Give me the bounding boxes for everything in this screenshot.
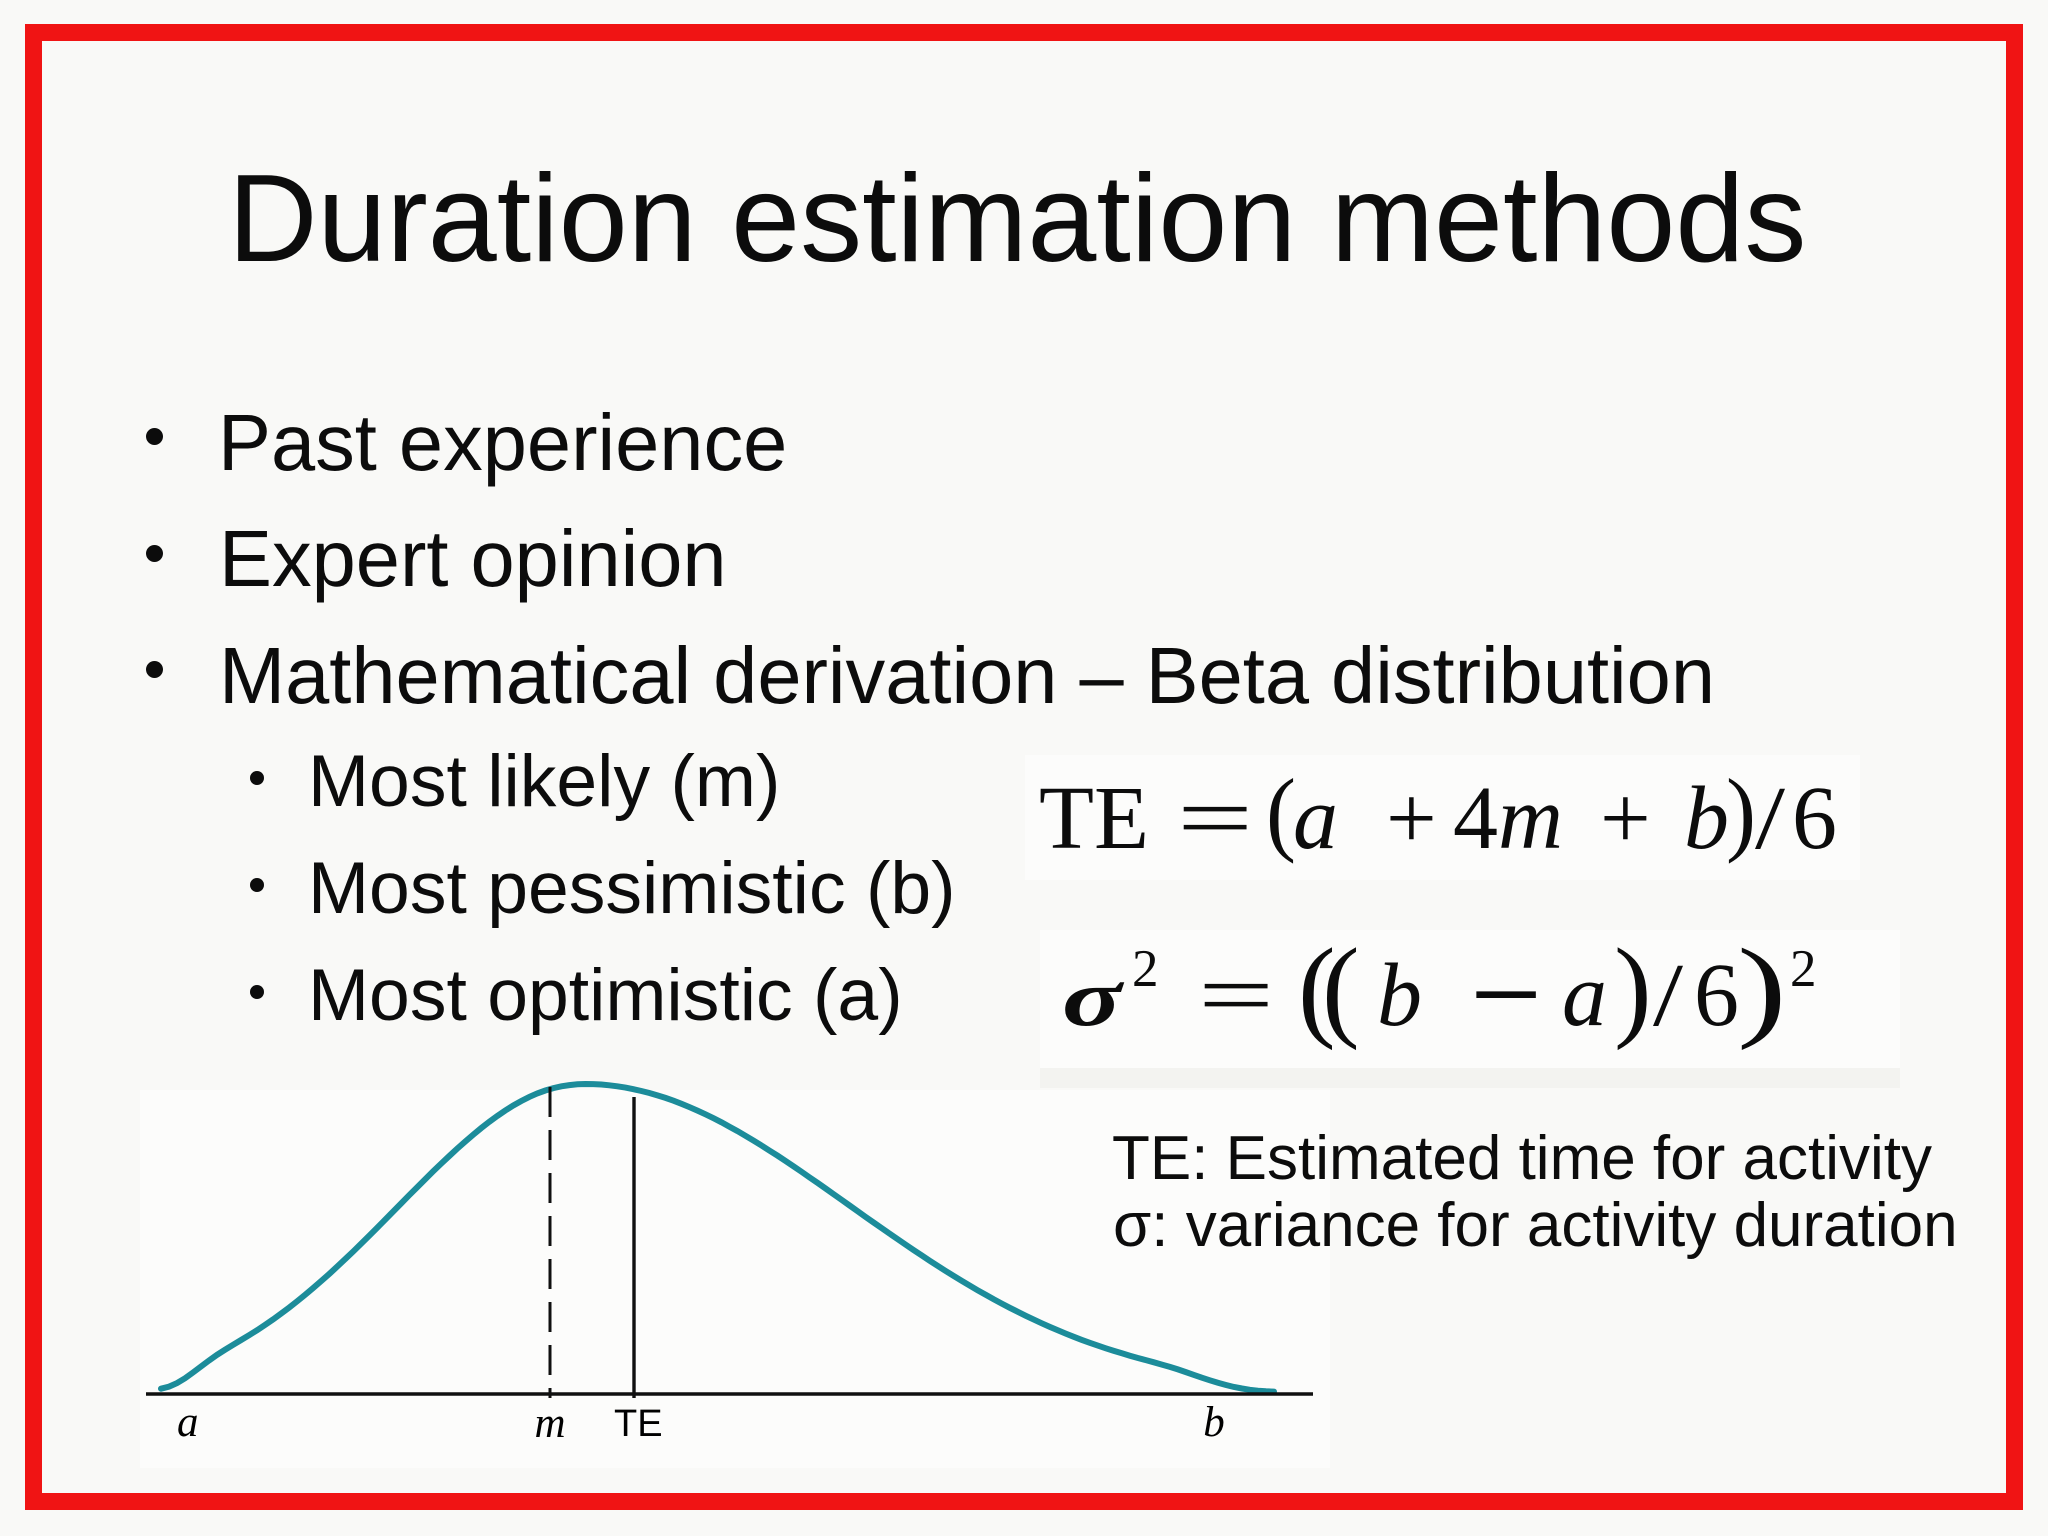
svg-text:b: b <box>1203 1399 1225 1446</box>
svg-text:a: a <box>177 1399 199 1446</box>
svg-text:TE: TE <box>614 1403 663 1445</box>
svg-text:m: m <box>534 1400 565 1447</box>
